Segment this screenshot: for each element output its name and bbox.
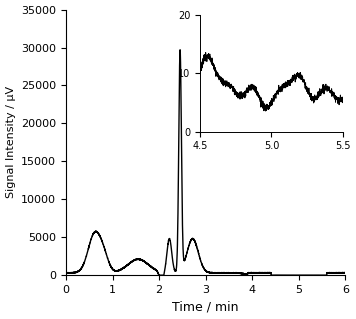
Y-axis label: Signal Intensity / μV: Signal Intensity / μV <box>6 86 16 198</box>
X-axis label: Time / min: Time / min <box>172 300 239 314</box>
